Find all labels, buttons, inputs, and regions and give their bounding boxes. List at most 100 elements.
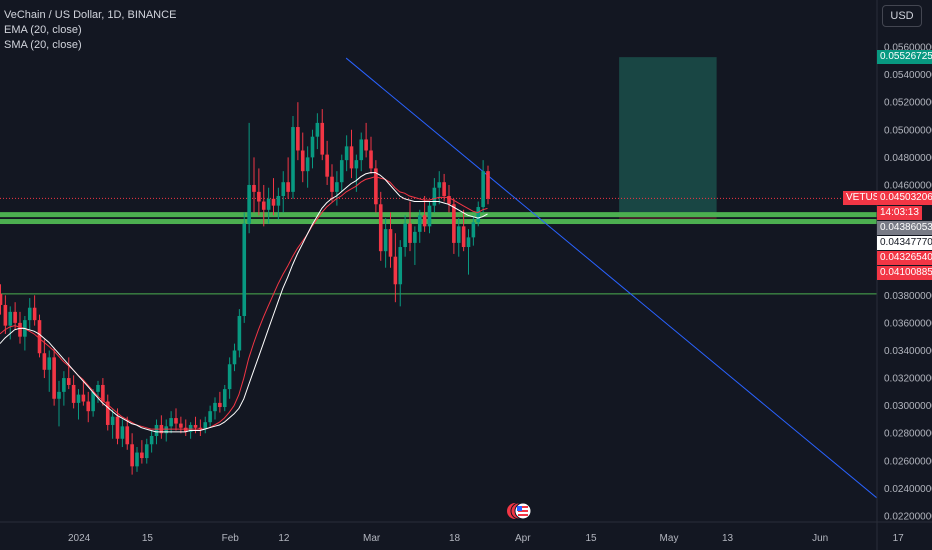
- candle-body: [388, 229, 393, 257]
- candle-body: [291, 127, 295, 192]
- candle-body: [208, 411, 212, 423]
- price-tick-label: 0.05600000: [884, 43, 932, 54]
- candle-body: [81, 394, 86, 402]
- candle-body: [86, 401, 91, 412]
- candle-body: [27, 307, 32, 321]
- candle-body: [481, 171, 485, 208]
- candle-body: [417, 215, 422, 232]
- candle-body: [232, 350, 237, 365]
- price-tick-label: 0.04600000: [884, 180, 932, 191]
- candle-body: [120, 426, 125, 439]
- candle-body: [374, 168, 378, 205]
- profit-zone: [619, 57, 717, 215]
- sma-legend[interactable]: SMA (20, close): [4, 39, 82, 51]
- candle-body: [476, 207, 481, 223]
- candle-body: [408, 223, 412, 243]
- candle-body: [76, 394, 81, 403]
- candle-body: [47, 357, 52, 370]
- candle-body: [0, 293, 3, 305]
- candle-body: [96, 384, 100, 392]
- candle-body: [456, 226, 461, 243]
- price-label: 0.04347770: [877, 236, 932, 251]
- time-tick-label: 15: [142, 533, 154, 544]
- candle-body: [135, 452, 139, 467]
- candle-body: [442, 182, 446, 196]
- candle-body: [471, 222, 476, 238]
- candle-body: [378, 204, 383, 252]
- ema-legend[interactable]: EMA (20, close): [4, 24, 82, 36]
- candle-body: [447, 196, 451, 205]
- candle-body: [13, 311, 17, 323]
- candle-body: [354, 160, 359, 169]
- support-band-0: [0, 212, 877, 218]
- candle-body: [8, 311, 13, 326]
- candle-body: [57, 391, 61, 399]
- price-label: 0.05526725: [877, 50, 932, 65]
- candle-body: [188, 424, 193, 432]
- candle-body: [344, 146, 349, 161]
- candle-body: [198, 427, 203, 430]
- candle-body: [286, 182, 290, 192]
- candle-body: [91, 391, 95, 412]
- price-label: 0.04503206: [877, 191, 932, 206]
- candle-body: [144, 444, 149, 459]
- candle-body: [174, 418, 178, 424]
- price-tick-label: 0.02200000: [884, 512, 932, 523]
- price-tick-label: 0.02800000: [884, 429, 932, 440]
- candle-body: [325, 154, 329, 177]
- candle-body: [359, 139, 364, 161]
- time-tick-label: Apr: [515, 533, 531, 544]
- candle-body: [310, 136, 315, 158]
- us-flag-icon[interactable]: [506, 500, 532, 522]
- countdown-label: 14:03:13: [877, 206, 922, 221]
- candle-body: [18, 322, 22, 337]
- price-tick-label: 0.03600000: [884, 318, 932, 329]
- candle-body: [3, 304, 8, 326]
- loss-zone: [619, 214, 717, 223]
- candle-body: [237, 316, 242, 351]
- candle-body: [42, 353, 47, 370]
- candle-body: [218, 402, 222, 408]
- candle-body: [296, 127, 300, 151]
- candle-body: [466, 237, 471, 248]
- time-tick-label: Feb: [222, 533, 240, 544]
- candle-body: [164, 426, 169, 434]
- candle-body: [247, 184, 251, 224]
- candle-body: [398, 247, 403, 285]
- candle-body: [257, 191, 261, 202]
- price-tick-label: 0.03400000: [884, 346, 932, 357]
- candle-body: [413, 231, 417, 243]
- price-tick-label: 0.03800000: [884, 291, 932, 302]
- price-tick-label: 0.03000000: [884, 401, 932, 412]
- candle-body: [101, 384, 105, 402]
- candle-body: [452, 204, 456, 243]
- candle-body: [422, 215, 427, 227]
- time-tick-label: 17: [893, 533, 905, 544]
- candle-body: [169, 418, 173, 427]
- candle-body: [349, 146, 354, 169]
- currency-button[interactable]: USD: [882, 5, 922, 27]
- candle-body: [427, 205, 432, 227]
- candle-body: [315, 122, 320, 137]
- candle-body: [71, 384, 76, 403]
- time-tick-label: 18: [449, 533, 461, 544]
- sma-line: [0, 172, 488, 433]
- candle-body: [403, 223, 407, 248]
- price-tick-label: 0.05400000: [884, 70, 932, 81]
- time-tick-label: 15: [585, 533, 597, 544]
- candle-body: [32, 307, 37, 321]
- candle-body: [140, 452, 144, 459]
- candle-body: [369, 150, 373, 169]
- candle-body: [261, 201, 266, 210]
- candle-body: [271, 198, 276, 206]
- candle-body: [242, 223, 247, 316]
- candle-body: [383, 229, 388, 252]
- candle-body: [203, 422, 208, 430]
- candle-body: [105, 401, 110, 425]
- time-axis-background: [0, 522, 932, 550]
- symbol-title[interactable]: VeChain / US Dollar, 1D, BINANCE: [4, 9, 177, 21]
- time-tick-label: 13: [722, 533, 734, 544]
- price-tick-label: 0.04800000: [884, 153, 932, 164]
